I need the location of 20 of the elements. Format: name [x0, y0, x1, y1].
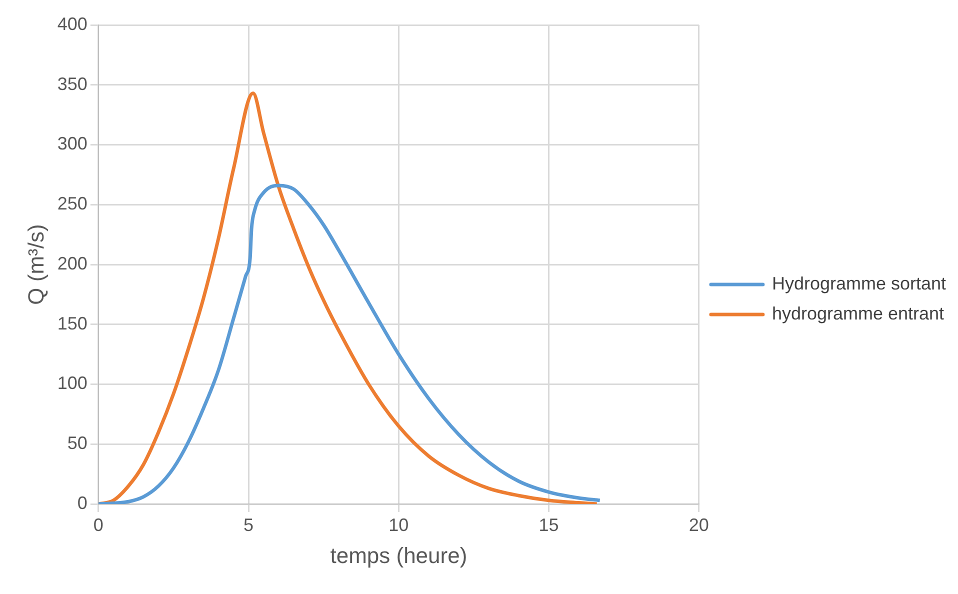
x-tick-label: 0 — [93, 514, 104, 535]
y-tick-label: 200 — [57, 253, 88, 274]
y-axis-title: Q (m³/s) — [23, 224, 48, 305]
x-tick-label: 10 — [388, 514, 409, 535]
y-tick-label: 100 — [57, 373, 88, 394]
y-tick-label: 350 — [57, 74, 88, 94]
x-tick-label: 15 — [538, 514, 559, 535]
y-tick-label: 400 — [57, 14, 88, 34]
y-tick-label: 0 — [77, 492, 88, 513]
y-tick-label: 50 — [67, 433, 88, 454]
legend-label: hydrogramme entrant — [772, 303, 944, 324]
x-tick-label: 20 — [688, 514, 709, 535]
y-tick-label: 250 — [57, 194, 88, 214]
x-axis-title: temps (heure) — [330, 542, 468, 568]
legend-label: Hydrogramme sortant — [772, 273, 946, 294]
line-series — [98, 92, 599, 504]
y-tick-label: 300 — [57, 134, 88, 154]
line-series — [98, 184, 602, 504]
y-tick-label: 150 — [57, 313, 88, 334]
x-tick-label: 5 — [244, 514, 254, 535]
